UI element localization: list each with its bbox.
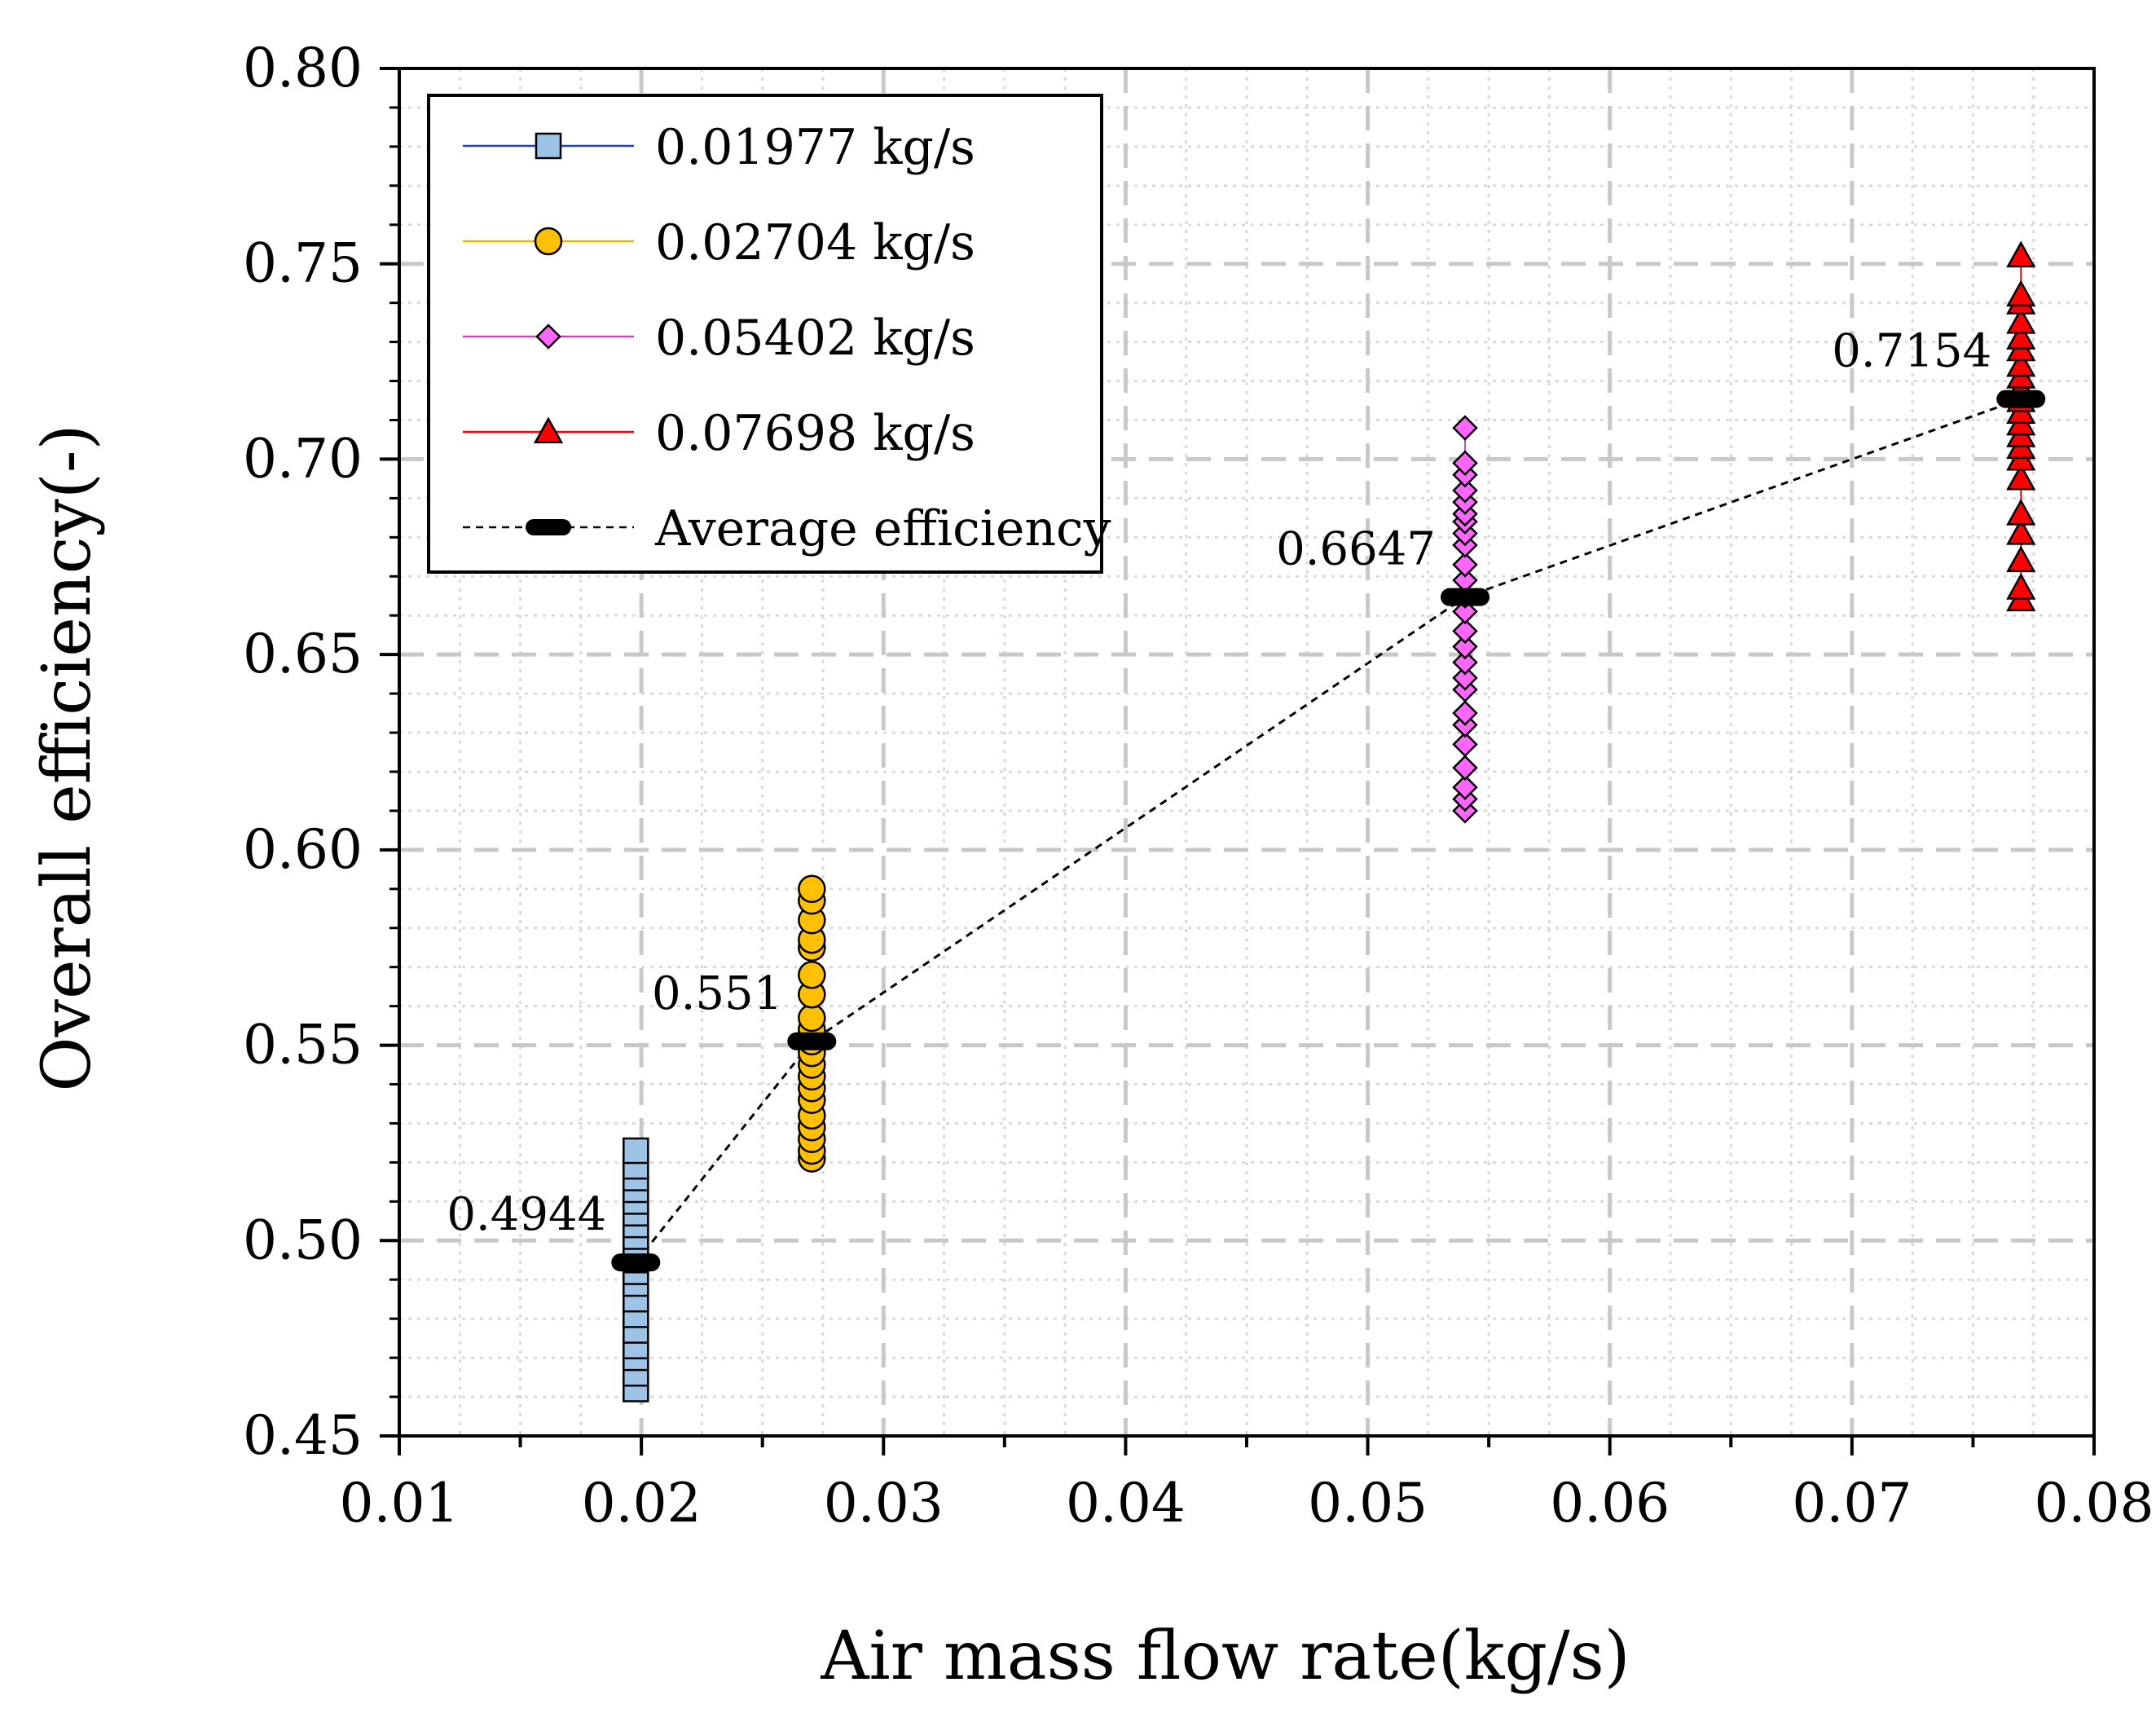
minor-grid — [399, 68, 2094, 1436]
y-tick-label: 0.80 — [243, 37, 363, 99]
data-point — [1452, 755, 1478, 781]
average-label: 0.4944 — [447, 1188, 606, 1241]
legend-label: 0.02704 kg/s — [655, 214, 975, 271]
y-tick-label: 0.60 — [243, 818, 363, 881]
data-point — [1452, 649, 1478, 676]
average-marker — [1996, 390, 2046, 408]
series-2 — [798, 874, 826, 1173]
y-axis-label: Overall efficiency(-) — [29, 424, 106, 1091]
x-tick-label: 0.06 — [1550, 1472, 1670, 1535]
y-tick-label: 0.75 — [243, 232, 363, 295]
average-markers — [611, 390, 2046, 1272]
average-marker — [787, 1032, 837, 1050]
data-point — [2006, 240, 2036, 268]
data-point — [2006, 573, 2036, 600]
data-point — [2006, 323, 2036, 350]
data-point — [2006, 498, 2036, 526]
data-point — [1452, 450, 1478, 476]
data-point — [1452, 774, 1478, 800]
data-point — [1452, 731, 1478, 758]
legend-label: Average efficiency — [654, 500, 1111, 557]
data-point — [2006, 463, 2036, 491]
y-axis-ticks: 0.45 0.50 0.55 0.60 0.65 0.70 0.75 0.80 — [243, 37, 399, 1467]
data-point — [798, 1003, 826, 1033]
legend-label: 0.05402 kg/s — [655, 310, 975, 367]
x-axis-label: Air mass flow rate(kg/s) — [820, 1618, 1630, 1695]
legend-item: 0.07698 kg/s — [463, 405, 975, 462]
legend-marker — [533, 416, 564, 444]
y-tick-label: 0.50 — [243, 1209, 363, 1271]
legend-item: 0.02704 kg/s — [463, 214, 975, 271]
average-labels: 0.4944 0.551 0.6647 0.7154 — [447, 325, 1991, 1242]
average-label: 0.551 — [652, 967, 782, 1020]
legend-item: Average efficiency — [463, 500, 1111, 557]
x-tick-label: 0.07 — [1792, 1472, 1912, 1535]
data-point — [1452, 478, 1478, 504]
legend-item: 0.01977 kg/s — [463, 119, 975, 176]
legend-marker — [535, 324, 561, 350]
data-point — [2006, 307, 2036, 334]
series-4 — [2006, 240, 2036, 612]
data-point — [2006, 280, 2036, 307]
data-point — [798, 961, 826, 989]
data-point — [2006, 350, 2036, 377]
data-point — [1452, 633, 1478, 660]
data-point — [1452, 700, 1478, 726]
series-3 — [1452, 415, 1478, 824]
average-label: 0.7154 — [1832, 325, 1991, 378]
data-point — [1452, 665, 1478, 691]
x-tick-label: 0.05 — [1308, 1472, 1428, 1535]
data-point — [2006, 517, 2036, 545]
x-tick-label: 0.08 — [2035, 1472, 2154, 1535]
x-tick-label: 0.04 — [1066, 1472, 1186, 1535]
average-marker — [1441, 588, 1490, 606]
legend-marker — [535, 132, 562, 160]
data-point — [1452, 415, 1478, 441]
data-point — [1452, 552, 1478, 578]
data-point — [623, 1137, 649, 1165]
legend-label: 0.01977 kg/s — [655, 119, 975, 176]
legend: 0.01977 kg/s 0.02704 kg/s 0.05402 kg/s 0.07… — [427, 94, 1111, 574]
y-tick-label: 0.70 — [243, 427, 363, 490]
x-axis-ticks: 0.01 0.02 0.03 0.04 0.05 0.06 0.07 0.08 — [340, 1436, 2154, 1535]
legend-marker — [534, 227, 563, 256]
x-tick-label: 0.02 — [582, 1472, 702, 1535]
legend-item: 0.05402 kg/s — [463, 310, 975, 367]
legend-marker — [526, 519, 571, 535]
data-point — [798, 874, 826, 904]
y-tick-label: 0.55 — [243, 1014, 363, 1077]
data-point — [1452, 618, 1478, 645]
y-tick-label: 0.65 — [243, 623, 363, 685]
legend-label: 0.07698 kg/s — [655, 405, 975, 462]
average-label: 0.6647 — [1276, 523, 1436, 576]
x-tick-label: 0.03 — [824, 1472, 944, 1535]
x-tick-label: 0.01 — [340, 1472, 460, 1535]
y-tick-label: 0.45 — [243, 1404, 363, 1467]
average-marker — [611, 1253, 661, 1272]
data-point — [2006, 545, 2036, 573]
